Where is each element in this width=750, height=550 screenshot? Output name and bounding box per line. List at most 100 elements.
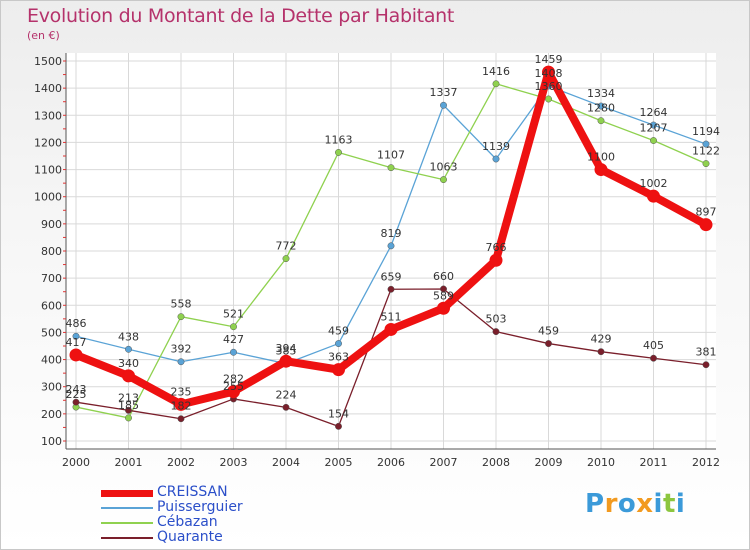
data-label: 1337 — [430, 86, 458, 99]
legend-swatch — [101, 522, 153, 524]
logo-letter: r — [604, 489, 618, 519]
data-label: 438 — [118, 330, 139, 343]
data-point — [332, 363, 345, 377]
data-label: 417 — [66, 336, 87, 349]
data-point — [492, 155, 500, 163]
data-point — [230, 323, 237, 331]
x-tick-label: 2007 — [430, 456, 458, 469]
data-label: 1100 — [587, 151, 615, 164]
y-tick-label: 1400 — [34, 82, 62, 95]
data-label: 459 — [538, 325, 559, 338]
data-point — [122, 369, 135, 383]
data-label: 1063 — [430, 161, 458, 174]
data-label: 429 — [591, 333, 612, 346]
data-point — [597, 102, 605, 110]
y-tick-label: 1300 — [34, 109, 62, 122]
data-point — [437, 301, 450, 315]
y-tick-label: 1000 — [34, 191, 62, 204]
data-label: 511 — [381, 310, 402, 323]
data-label: 185 — [118, 399, 139, 412]
data-label: 819 — [381, 227, 402, 240]
logo-letter: i — [675, 489, 686, 519]
x-tick-label: 2010 — [587, 456, 615, 469]
data-point — [387, 242, 395, 250]
data-label: 1280 — [587, 102, 615, 115]
data-point — [489, 253, 503, 267]
data-point — [650, 137, 657, 144]
y-tick-label: 500 — [41, 326, 62, 339]
data-point — [440, 101, 447, 109]
data-point — [699, 218, 713, 232]
x-tick-label: 2005 — [325, 456, 353, 469]
data-point — [647, 189, 660, 203]
logo-letter: t — [662, 489, 676, 519]
data-point — [597, 348, 605, 356]
data-label: 660 — [433, 270, 454, 283]
data-label: 1139 — [482, 140, 510, 153]
x-tick-label: 2002 — [167, 456, 195, 469]
x-tick-label: 2008 — [482, 456, 510, 469]
data-label: 659 — [381, 270, 402, 283]
data-label: 766 — [486, 241, 507, 254]
data-point — [384, 322, 398, 336]
data-label: 459 — [328, 325, 349, 338]
y-tick-label: 800 — [41, 245, 62, 258]
y-tick-label: 1500 — [34, 55, 62, 68]
data-point — [72, 398, 80, 406]
logo-letter: o — [617, 489, 637, 519]
legend-label: Puisserguier — [157, 499, 243, 515]
data-label: 235 — [171, 385, 192, 398]
data-label: 213 — [118, 391, 139, 404]
x-tick-label: 2006 — [377, 456, 405, 469]
data-point — [282, 403, 290, 411]
data-label: 503 — [486, 313, 507, 326]
x-tick-label: 2000 — [62, 456, 90, 469]
data-label: 1408 — [535, 67, 563, 80]
data-label: 1002 — [640, 177, 668, 190]
data-label: 1459 — [535, 53, 563, 66]
logo-letter: x — [636, 489, 654, 519]
x-tick-label: 2012 — [692, 456, 720, 469]
x-tick-label: 2003 — [220, 456, 248, 469]
data-label: 1207 — [640, 122, 668, 135]
data-point — [492, 80, 500, 88]
data-point — [597, 117, 605, 125]
logo-letter: i — [653, 489, 663, 519]
y-tick-label: 900 — [41, 218, 62, 231]
data-point — [69, 348, 83, 362]
data-point — [594, 163, 608, 177]
data-label: 392 — [171, 343, 192, 356]
data-label: 1360 — [535, 80, 563, 93]
data-point — [387, 285, 395, 293]
data-label: 1122 — [692, 145, 720, 158]
data-point — [335, 149, 342, 156]
data-label: 282 — [223, 373, 244, 386]
data-point — [125, 414, 132, 422]
legend-swatch — [101, 537, 153, 539]
data-label: 385 — [276, 345, 297, 358]
legend-swatch — [101, 507, 153, 509]
data-label: 486 — [66, 317, 87, 330]
data-label: 182 — [171, 400, 192, 413]
data-point — [177, 415, 185, 423]
data-label: 405 — [643, 339, 664, 352]
data-point — [702, 160, 710, 168]
data-point — [545, 340, 552, 348]
data-point — [650, 354, 657, 362]
data-point — [387, 164, 395, 172]
data-point — [545, 95, 552, 103]
data-point — [702, 361, 710, 369]
data-label: 589 — [433, 289, 454, 302]
y-tick-label: 1200 — [34, 136, 62, 149]
x-tick-label: 2011 — [640, 456, 668, 469]
data-label: 1334 — [587, 87, 615, 100]
data-label: 394 — [276, 342, 297, 355]
data-label: 1194 — [692, 125, 720, 138]
y-tick-label: 300 — [41, 381, 62, 394]
x-tick-label: 2004 — [272, 456, 300, 469]
data-point — [492, 328, 500, 336]
data-point — [72, 332, 80, 340]
data-point — [227, 385, 240, 399]
proxiti-logo: Proxiti — [585, 489, 685, 519]
